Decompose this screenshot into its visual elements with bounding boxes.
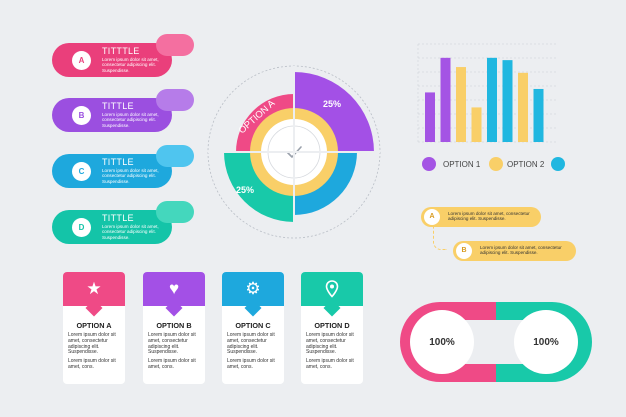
card-desc-1: Lorem ipsum dolor sit amet, consectetur … bbox=[227, 332, 275, 356]
left-percent-label: 100% bbox=[429, 337, 455, 348]
option-card-c: ⚙ OPTION C Lorem ipsum dolor sit amet, c… bbox=[222, 272, 284, 384]
option-card-a: ★ OPTION A Lorem ipsum dolor sit amet, c… bbox=[63, 272, 125, 384]
option-card-d: OPTION D Lorem ipsum dolor sit amet, con… bbox=[301, 272, 363, 384]
ribbon-curl bbox=[156, 89, 194, 111]
donut-percent-bottom: 25% bbox=[236, 185, 254, 195]
left-percent-circle bbox=[410, 310, 474, 374]
card-title: OPTION B bbox=[156, 321, 192, 330]
donut-chart: OPTION A 25% 25% bbox=[207, 65, 381, 239]
ribbon-text: Lorem ipsum dolor sit amet, consectetur … bbox=[102, 224, 159, 240]
bar-1 bbox=[425, 92, 435, 142]
donut-segment-purple bbox=[294, 72, 374, 152]
checkmark-icon bbox=[286, 146, 302, 158]
bar-chart: OPTION 1 OPTION 2 bbox=[417, 43, 565, 171]
bar-6 bbox=[502, 60, 513, 142]
percent-link-graphic: 100% 100% bbox=[400, 302, 592, 382]
card-desc-2: Lorem ipsum dolor sit amet, cons. bbox=[227, 358, 275, 370]
card-desc-1: Lorem ipsum dolor sit amet, consectetur … bbox=[68, 332, 116, 356]
ribbon-title: TITTLE bbox=[102, 101, 134, 111]
donut-segment-teal bbox=[224, 152, 294, 222]
ribbon-title: TITTLE bbox=[102, 213, 134, 223]
ribbon-item-d: D TITTLE Lorem ipsum dolor sit amet, con… bbox=[52, 201, 194, 244]
ribbon-item-b: B TITTLE Lorem ipsum dolor sit amet, con… bbox=[52, 89, 194, 132]
ribbon-badge: C bbox=[72, 162, 91, 181]
ribbon-badge: D bbox=[72, 218, 91, 237]
chart-bars bbox=[425, 57, 544, 142]
bar-4 bbox=[471, 107, 482, 142]
ribbon-item-a: A TITTTLE Lorem ipsum dolor sit amet, co… bbox=[52, 34, 194, 77]
ribbon-text: Lorem ipsum dolor sit amet, consectetur … bbox=[102, 112, 159, 128]
option-card-b: ♥ OPTION B Lorem ipsum dolor sit amet, c… bbox=[143, 272, 205, 384]
card-desc-1: Lorem ipsum dolor sit amet, consectetur … bbox=[148, 332, 196, 356]
legend-swatch-option-2 bbox=[489, 157, 503, 171]
card-title: OPTION A bbox=[76, 321, 112, 330]
callout-badge: A bbox=[424, 209, 440, 225]
ribbon-curl bbox=[156, 201, 194, 223]
callout-badge: B bbox=[456, 243, 472, 259]
location-pin-icon bbox=[301, 280, 363, 302]
legend-label-option-1: OPTION 1 bbox=[443, 160, 481, 169]
ribbon-curl bbox=[156, 145, 194, 167]
gear-icon: ⚙ bbox=[245, 279, 261, 298]
card-title: OPTION C bbox=[235, 321, 271, 330]
ribbon-text: Lorem ipsum dolor sit amet, consectetur … bbox=[102, 57, 159, 73]
callout-text: Lorem ipsum dolor sit amet, consectetur … bbox=[448, 211, 530, 222]
callout-text: Lorem ipsum dolor sit amet, consectetur … bbox=[480, 245, 562, 256]
ribbon-item-c: C TITTLE Lorem ipsum dolor sit amet, con… bbox=[52, 145, 194, 188]
card-desc-2: Lorem ipsum dolor sit amet, cons. bbox=[148, 358, 196, 370]
bar-2 bbox=[440, 57, 451, 142]
callout-b: B Lorem ipsum dolor sit amet, consectetu… bbox=[453, 241, 576, 261]
ribbon-curl bbox=[156, 34, 194, 56]
ribbon-text: Lorem ipsum dolor sit amet, consectetur … bbox=[102, 168, 159, 184]
donut-percent-top: 25% bbox=[323, 99, 341, 109]
callout-a: A Lorem ipsum dolor sit amet, consectetu… bbox=[421, 207, 541, 227]
legend-swatch-option-1 bbox=[422, 157, 436, 171]
card-desc-2: Lorem ipsum dolor sit amet, cons. bbox=[68, 358, 116, 370]
bar-5 bbox=[487, 57, 497, 142]
ribbon-title: TITTLE bbox=[102, 157, 134, 167]
ribbon-title: TITTTLE bbox=[102, 46, 140, 56]
right-percent-label: 100% bbox=[533, 337, 559, 348]
star-icon: ★ bbox=[86, 279, 102, 298]
card-title: OPTION D bbox=[314, 321, 350, 330]
bar-3 bbox=[456, 67, 466, 142]
heart-icon: ♥ bbox=[168, 279, 180, 298]
legend-swatch-option-3 bbox=[551, 157, 565, 171]
bar-8 bbox=[533, 88, 544, 142]
bar-7 bbox=[518, 72, 528, 142]
donut-segment-blue bbox=[294, 152, 357, 215]
right-percent-circle bbox=[514, 310, 578, 374]
ribbon-badge: B bbox=[72, 106, 91, 125]
card-desc-2: Lorem ipsum dolor sit amet, cons. bbox=[306, 358, 354, 370]
ribbon-badge: A bbox=[72, 51, 91, 70]
legend-label-option-2: OPTION 2 bbox=[507, 160, 545, 169]
card-desc-1: Lorem ipsum dolor sit amet, consectetur … bbox=[306, 332, 354, 356]
